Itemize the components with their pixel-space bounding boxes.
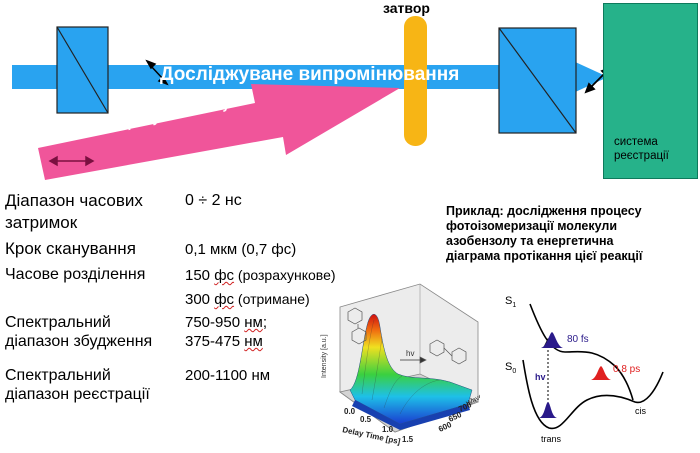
plot-x-tick: 0.0 — [344, 407, 356, 416]
time-slow-label: 0.8 ps — [613, 364, 640, 375]
plot-x-tick: 1.5 — [402, 435, 414, 444]
trans-label: trans — [541, 434, 562, 444]
trans-wavepacket-icon — [539, 402, 557, 418]
plot-z-axis-label: Intensity [a.u.] — [321, 334, 328, 378]
time-resolution-measured: 300 фс (отримане) — [185, 291, 310, 308]
s1-potential-curve — [529, 303, 634, 401]
detection-system-box: система реєстрації — [603, 3, 698, 179]
registration-range-label: Спектральний діапазон реєстрації — [5, 367, 150, 403]
energy-level-diagram: S1 S0 hv 80 fs 0.8 ps trans cis — [505, 295, 664, 444]
shutter-label: затвор — [383, 0, 430, 16]
shutter-bar — [404, 16, 427, 146]
delay-range-label: Діапазон часових затримок — [5, 191, 143, 232]
gate-pulse-arrow — [38, 84, 400, 180]
polarization-arrow-icon — [145, 59, 169, 86]
time-fast-label: 80 fs — [567, 334, 589, 345]
scan-step-label: Крок сканування — [5, 239, 136, 258]
hv-label: hv — [535, 372, 546, 382]
example-caption: Приклад: дослідження процесу фотоізомери… — [446, 204, 643, 263]
delay-range-value: 0 ÷ 2 нс — [185, 192, 242, 209]
excitation-range-label: Спектральний діапазон збудження — [5, 314, 153, 350]
plot-x-tick: 0.5 — [360, 415, 372, 424]
optical-setup-diagram — [12, 16, 612, 180]
s1-label: S1 — [505, 295, 516, 309]
s0-label: S0 — [505, 361, 516, 375]
detection-system-label: система реєстрації — [614, 136, 669, 162]
time-resolution-label: Часове розділення — [5, 266, 146, 283]
probe-beam-label: Досліджуване випромінювання — [160, 64, 460, 85]
transient-spectrum-3d-plot: hv Intensity [a.u.] 0.0 0.5 1.0 1.5 600 … — [321, 283, 480, 446]
time-resolution-calculated: 150 фс (розрахункове) — [185, 267, 336, 284]
registration-range-value: 200-1100 нм — [185, 367, 271, 384]
signal-surface — [349, 314, 473, 425]
probe-beam-arrow — [12, 55, 608, 99]
azobenzene-structure-icon — [347, 307, 467, 365]
excitation-range-values: 750-950 нм; 375-475 нм — [185, 314, 267, 350]
cis-label: cis — [635, 406, 646, 416]
plot-hv-label: hv — [406, 349, 414, 358]
plot-x-tick: 1.0 — [382, 425, 394, 434]
slow-wavepacket-icon — [591, 366, 611, 380]
fast-wavepacket-icon — [541, 332, 563, 348]
gate-polarization-arrow-icon — [48, 155, 95, 167]
scan-step-value: 0,1 мкм (0,7 фс) — [185, 241, 297, 258]
s0-potential-curve — [522, 359, 664, 430]
